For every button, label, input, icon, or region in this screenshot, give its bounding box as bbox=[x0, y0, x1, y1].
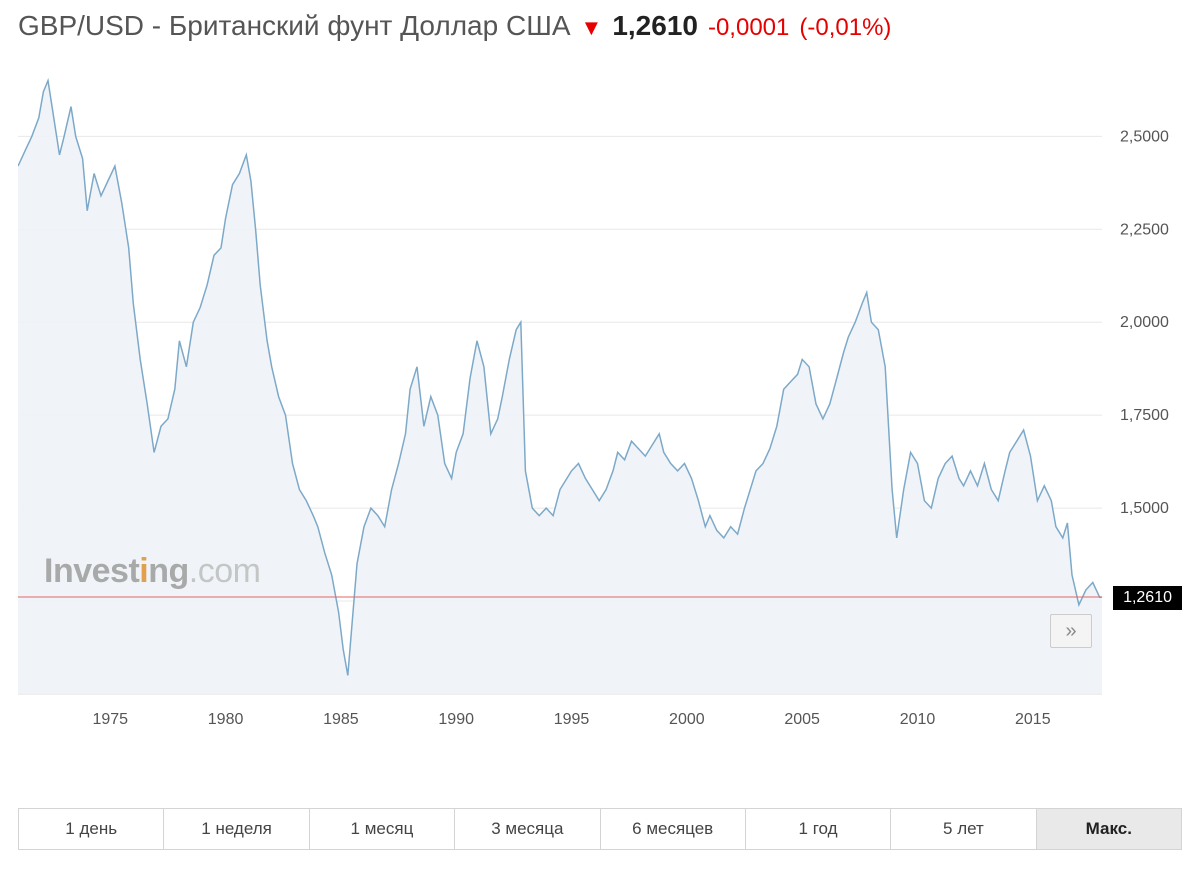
chart-area: 1,25001,50001,75002,00002,25002,50001975… bbox=[18, 54, 1182, 790]
price-tag-value: 1,2610 bbox=[1123, 589, 1172, 606]
chevron-double-right-icon: » bbox=[1065, 620, 1076, 643]
pair-title: GBP/USD - Британский фунт Доллар США bbox=[18, 10, 571, 42]
svg-text:2005: 2005 bbox=[784, 711, 820, 728]
price-change-pct: (-0,01%) bbox=[799, 14, 891, 42]
range-button[interactable]: 1 месяц bbox=[310, 809, 455, 849]
scroll-forward-button[interactable]: » bbox=[1050, 614, 1092, 648]
range-button[interactable]: 6 месяцев bbox=[601, 809, 746, 849]
svg-text:1,5000: 1,5000 bbox=[1120, 500, 1169, 517]
svg-text:1975: 1975 bbox=[92, 711, 128, 728]
svg-text:1,7500: 1,7500 bbox=[1120, 407, 1169, 424]
svg-text:1985: 1985 bbox=[323, 711, 359, 728]
range-button[interactable]: Макс. bbox=[1037, 809, 1181, 849]
chart-header: GBP/USD - Британский фунт Доллар США ▼ 1… bbox=[0, 0, 1200, 48]
svg-text:1990: 1990 bbox=[438, 711, 474, 728]
svg-text:2,0000: 2,0000 bbox=[1120, 314, 1169, 331]
current-price-tag: 1,2610 bbox=[1113, 586, 1182, 610]
price-change: -0,0001 bbox=[708, 14, 789, 42]
range-button[interactable]: 1 неделя bbox=[164, 809, 309, 849]
svg-text:2,2500: 2,2500 bbox=[1120, 221, 1169, 238]
svg-text:1995: 1995 bbox=[554, 711, 590, 728]
arrow-down-icon: ▼ bbox=[581, 15, 603, 41]
svg-text:2,5000: 2,5000 bbox=[1120, 128, 1169, 145]
range-selector: 1 день1 неделя1 месяц3 месяца6 месяцев1 … bbox=[18, 808, 1182, 850]
svg-text:1980: 1980 bbox=[208, 711, 244, 728]
range-button[interactable]: 1 день bbox=[19, 809, 164, 849]
price-value: 1,2610 bbox=[612, 10, 698, 42]
line-chart: 1,25001,50001,75002,00002,25002,50001975… bbox=[18, 54, 1182, 790]
range-button[interactable]: 5 лет bbox=[891, 809, 1036, 849]
svg-text:2015: 2015 bbox=[1015, 711, 1051, 728]
svg-text:2010: 2010 bbox=[900, 711, 936, 728]
range-button[interactable]: 3 месяца bbox=[455, 809, 600, 849]
svg-text:2000: 2000 bbox=[669, 711, 705, 728]
range-button[interactable]: 1 год bbox=[746, 809, 891, 849]
